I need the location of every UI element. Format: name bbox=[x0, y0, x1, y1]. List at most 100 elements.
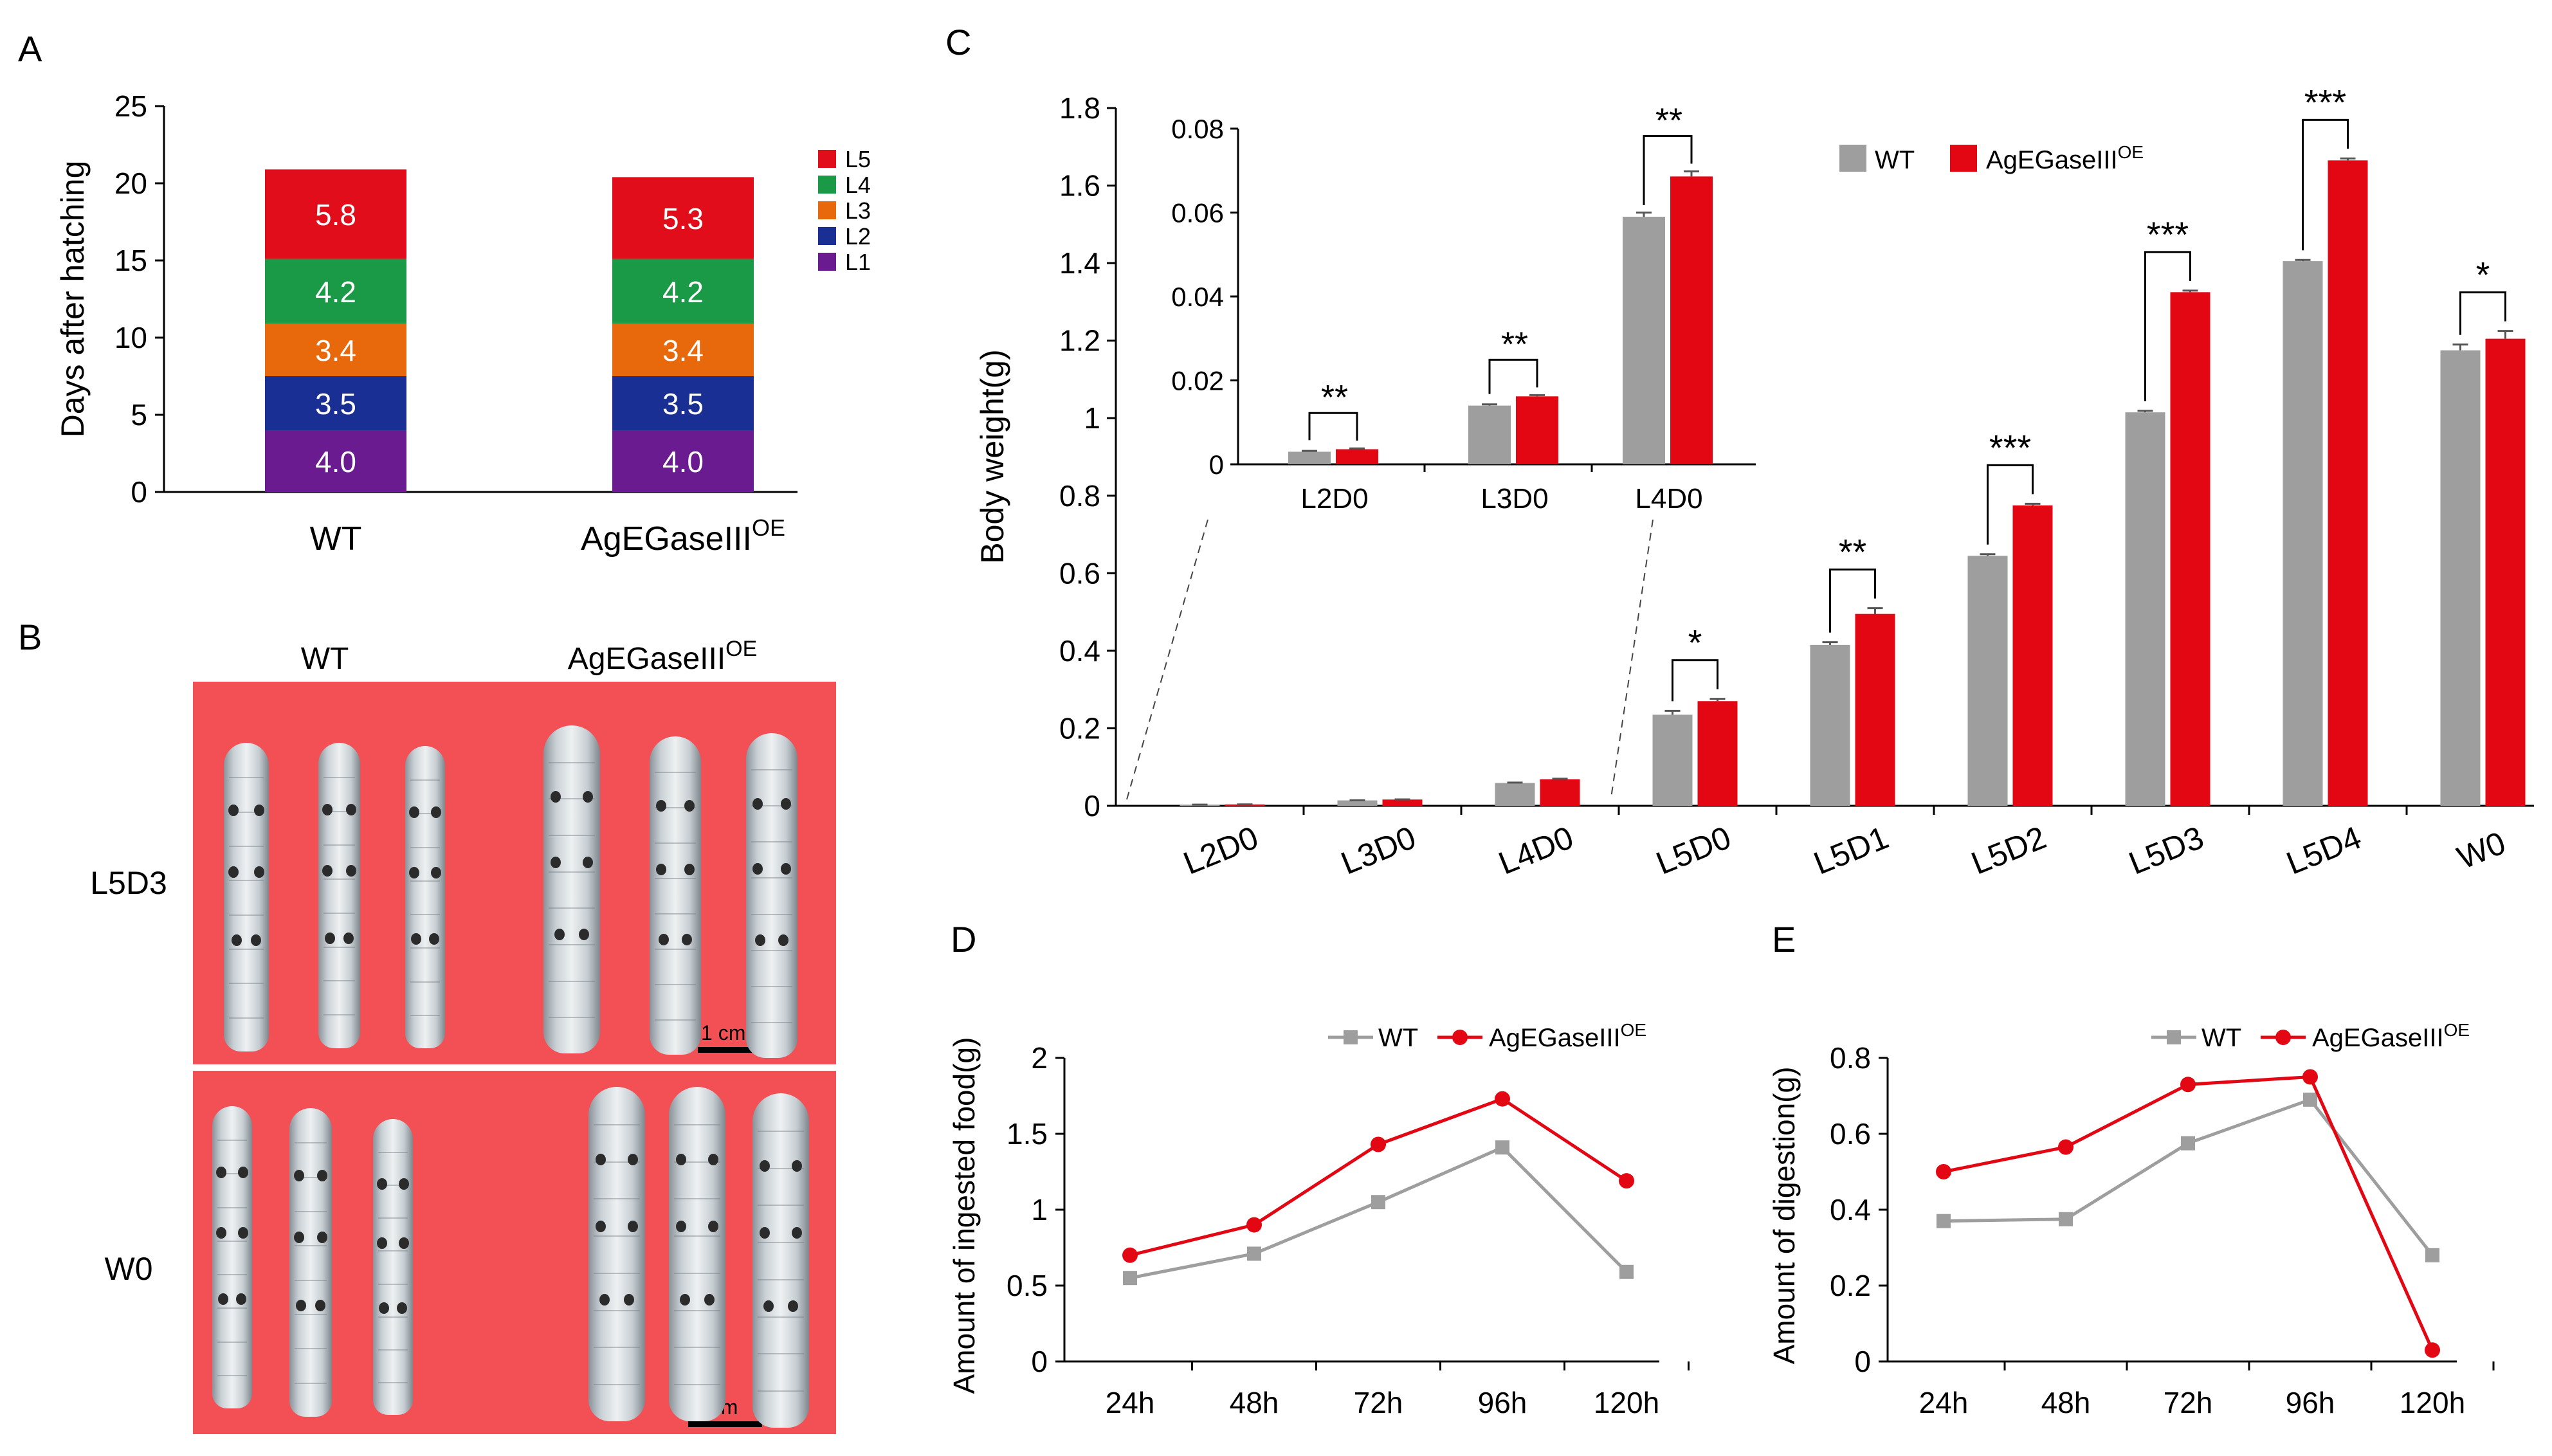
larva-eyespot bbox=[431, 806, 442, 818]
bar-oe bbox=[2485, 338, 2526, 806]
larva-segment-line bbox=[751, 805, 792, 807]
larva-eyespot bbox=[218, 1293, 229, 1306]
larva-segment-line bbox=[758, 1316, 804, 1318]
larva-eyespot bbox=[788, 1300, 799, 1313]
larva-segment-line bbox=[655, 878, 696, 879]
larva-segment-line bbox=[324, 1014, 355, 1016]
larva-segment-line bbox=[594, 1124, 640, 1125]
larva-eyespot bbox=[624, 1294, 635, 1306]
larva-segment-line bbox=[594, 1347, 640, 1349]
silkworm-larva bbox=[752, 1093, 809, 1428]
larva-segment-line bbox=[751, 949, 792, 951]
x-tick-label: 24h bbox=[1106, 1386, 1155, 1419]
larva-eyespot bbox=[676, 1221, 687, 1232]
larva-segment-line bbox=[594, 1384, 640, 1386]
x-tick-label: L4D0 bbox=[1493, 819, 1578, 882]
bar-segment-l4 bbox=[265, 259, 406, 324]
bar-wt bbox=[2125, 412, 2165, 806]
data-point-oe bbox=[1246, 1217, 1262, 1233]
inset-y-tick-label: 0 bbox=[1209, 450, 1224, 480]
larva-segment-line bbox=[324, 980, 355, 982]
legend-swatch-l5 bbox=[818, 150, 836, 168]
bar-wt bbox=[1810, 644, 1850, 806]
larva-eyespot bbox=[781, 798, 792, 810]
larva-segment-line bbox=[295, 1142, 327, 1144]
bar-segment-l5 bbox=[265, 169, 406, 259]
legend-label-oe-base: AgEGaseIII bbox=[1489, 1024, 1621, 1052]
legend-marker-oe bbox=[2275, 1030, 2291, 1045]
silkworm-larva bbox=[669, 1087, 725, 1421]
larva-segment-line bbox=[410, 981, 440, 983]
legend-label-oe: AgEGaseIIIOE bbox=[2312, 1020, 2470, 1052]
scale-bar-bottom bbox=[688, 1421, 762, 1427]
y-tick-label: 0.5 bbox=[1007, 1269, 1048, 1302]
larva-segment-line bbox=[751, 877, 792, 879]
y-tick-label: 1.8 bbox=[1059, 91, 1100, 125]
inset-significance-bracket bbox=[1488, 358, 1538, 394]
larva-eyespot bbox=[376, 1237, 387, 1249]
y-tick-label: 0 bbox=[131, 475, 147, 509]
y-tick-label: 1.4 bbox=[1059, 246, 1100, 280]
data-point-wt bbox=[1371, 1195, 1385, 1210]
segment-value-label: 5.8 bbox=[315, 198, 356, 232]
photo-row-l5d3: 1 cm bbox=[193, 682, 836, 1064]
legend-label-l5: L5 bbox=[845, 146, 871, 172]
y-tick-label: 0.4 bbox=[1059, 634, 1100, 668]
larva-eyespot bbox=[579, 929, 590, 941]
data-point-oe bbox=[1936, 1164, 1951, 1179]
larva-segment-line bbox=[758, 1242, 804, 1244]
legend-label-oe-sup: OE bbox=[2444, 1020, 2470, 1040]
legend-swatch-wt bbox=[1839, 145, 1866, 172]
y-tick-label: 2 bbox=[1031, 1041, 1048, 1075]
significance-bracket bbox=[2144, 251, 2191, 401]
x-tick-label-text: AgEGaseIII bbox=[581, 520, 752, 558]
larva-eyespot bbox=[293, 1170, 304, 1181]
larva-eyespot bbox=[238, 1167, 249, 1178]
bar-wt bbox=[1337, 800, 1378, 806]
inset-significance-marker: ** bbox=[1321, 378, 1348, 417]
larva-segment-line bbox=[378, 1283, 408, 1285]
photo-row-w0: 1 cm bbox=[193, 1071, 836, 1434]
panel-labels: A B C D E bbox=[18, 22, 1796, 960]
larva-segment-line bbox=[295, 1211, 327, 1212]
inset-y-tick-label: 0.04 bbox=[1171, 282, 1224, 312]
larva-segment-line bbox=[549, 761, 595, 763]
larva-eyespot bbox=[599, 1294, 610, 1306]
larva-eyespot bbox=[582, 857, 593, 868]
larva-eyespot bbox=[228, 805, 239, 816]
bar-wt bbox=[2440, 350, 2481, 806]
data-point-wt bbox=[2059, 1212, 2073, 1226]
larva-segment-line bbox=[229, 846, 264, 847]
larva-segment-line bbox=[549, 835, 595, 836]
panel-d-ingested-food-chart: 0 0.5 1 1.5 2 24h 48h 72h 96h 120h Amount of inges… bbox=[947, 1020, 1690, 1419]
bar-oe bbox=[2012, 505, 2053, 806]
x-tick-label: 72h bbox=[2164, 1386, 2213, 1419]
larva-segment-line bbox=[378, 1152, 408, 1154]
y-tick-label: 1.6 bbox=[1059, 169, 1100, 203]
significance-bracket bbox=[2459, 291, 2506, 335]
larva-segment-line bbox=[674, 1272, 720, 1274]
inset-bar-oe bbox=[1516, 396, 1558, 464]
data-point-oe bbox=[2180, 1077, 2196, 1093]
larva-eyespot bbox=[408, 867, 419, 878]
inset-significance-bracket bbox=[1643, 135, 1693, 206]
legend-marker-wt bbox=[2167, 1030, 2181, 1044]
larva-segment-line bbox=[674, 1198, 720, 1200]
silkworm-larva bbox=[588, 1087, 645, 1421]
panel-c-body-weight-chart: 0 0.2 0.4 0.6 0.8 1 1.2 1.4 1.6 1.8 Body weight(g)… bbox=[974, 82, 2534, 882]
larva-eyespot bbox=[679, 1294, 690, 1306]
legend-swatch-l1 bbox=[818, 253, 836, 271]
larva-segment-line bbox=[594, 1235, 640, 1237]
silkworm-larvae-photo: 1 cm 1 cm bbox=[193, 682, 836, 1434]
panel-e-digestion-chart: 0 0.2 0.4 0.6 0.8 24h 48h 72h 96h 120h Amount of d… bbox=[1767, 1020, 2495, 1419]
larva-segment-line bbox=[324, 776, 355, 778]
segment-value-label: 4.2 bbox=[315, 275, 356, 309]
series-line-wt bbox=[1943, 1097, 2434, 1257]
inset-y-tick-label: 0.06 bbox=[1171, 198, 1224, 228]
bar-segment-l1 bbox=[612, 430, 754, 492]
legend-label-l4: L4 bbox=[845, 172, 871, 198]
segment-value-label: 4.0 bbox=[662, 445, 704, 478]
data-point-wt bbox=[2303, 1092, 2317, 1107]
legend-label-l2: L2 bbox=[845, 223, 871, 250]
scale-label-top: 1 cm bbox=[701, 1021, 746, 1044]
